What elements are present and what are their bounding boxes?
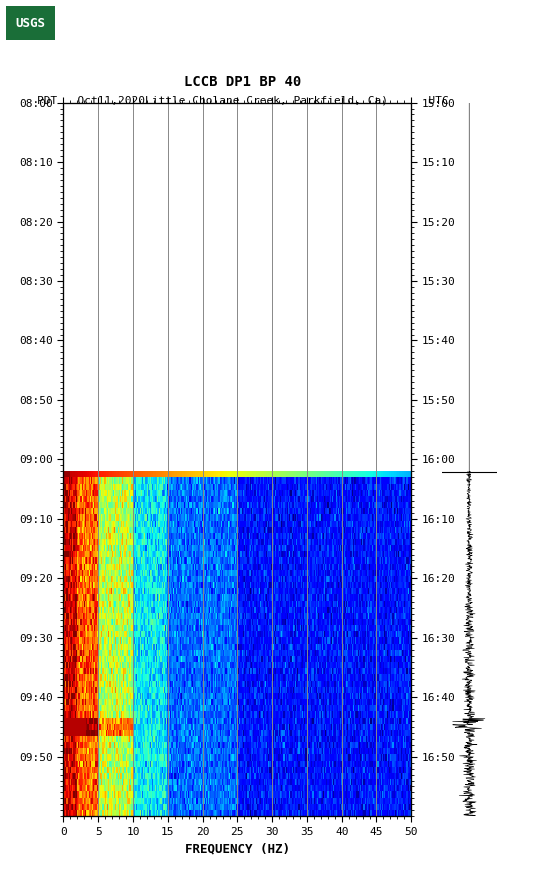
Text: PDT   Oct11,2020Little Cholane Creek, Parkfield, Ca)      UTC: PDT Oct11,2020Little Cholane Creek, Park… bbox=[37, 95, 449, 105]
X-axis label: FREQUENCY (HZ): FREQUENCY (HZ) bbox=[185, 842, 290, 855]
Text: USGS: USGS bbox=[15, 17, 45, 29]
Text: LCCB DP1 BP 40: LCCB DP1 BP 40 bbox=[184, 75, 301, 89]
